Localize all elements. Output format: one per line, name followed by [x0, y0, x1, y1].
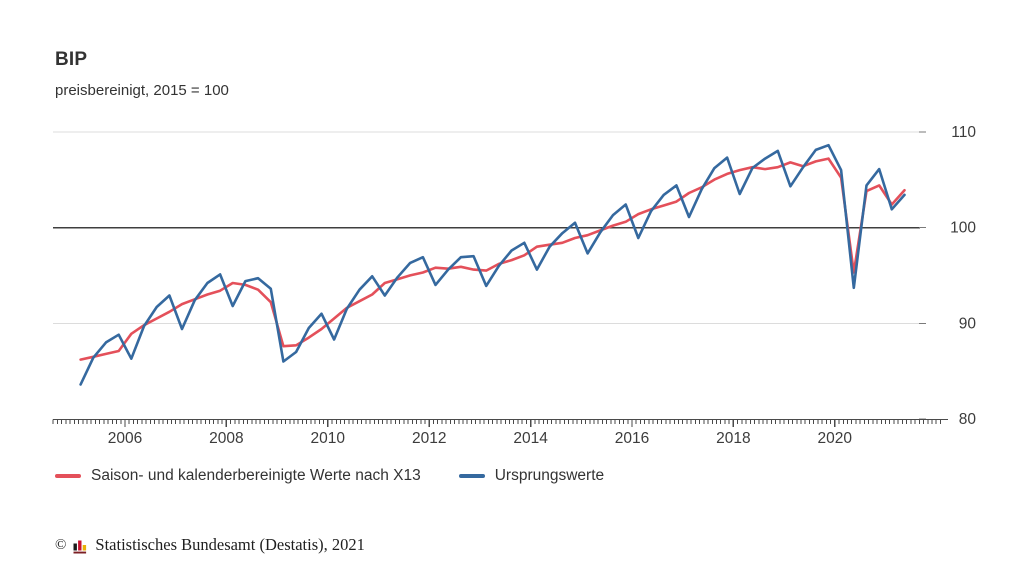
page-title: BIP: [55, 49, 88, 70]
legend-item-original[interactable]: Ursprungswerte: [458, 467, 605, 485]
source-footer: © Statistisches Bundesamt (Destatis), 20…: [55, 535, 365, 555]
legend-label-adjusted: Saison- und kalenderbereinigte Werte nac…: [91, 467, 421, 484]
x-tick-label-2020: 2020: [818, 430, 853, 447]
x-tick-label-2016: 2016: [615, 430, 649, 447]
legend-item-adjusted[interactable]: Saison- und kalenderbereinigte Werte nac…: [55, 467, 421, 485]
y-tick-label-100: 100: [950, 220, 976, 237]
x-tick-label-2018: 2018: [716, 430, 750, 447]
x-tick-label-2008: 2008: [209, 430, 243, 447]
legend-swatch-blue: [458, 474, 485, 478]
x-tick-label-2012: 2012: [412, 430, 446, 447]
legend-swatch-red: [55, 474, 81, 478]
series-line-original: [79, 143, 906, 386]
chart-subtitle: preisbereinigt, 2015 = 100: [55, 82, 229, 99]
destatis-logo-icon: [73, 540, 87, 554]
series-line-adjusted: [79, 157, 906, 361]
y-tick-label-110: 110: [951, 124, 976, 141]
x-tick-label-2014: 2014: [513, 430, 548, 447]
legend-label-original: Ursprungswerte: [494, 467, 605, 484]
y-tick-label-80: 80: [959, 411, 977, 428]
copyright-symbol: ©: [55, 536, 67, 553]
x-tick-label-2006: 2006: [108, 430, 142, 447]
y-tick-label-90: 90: [959, 315, 977, 332]
chart-legend: Saison- und kalenderbereinigte Werte nac…: [55, 467, 604, 485]
x-tick-label-2010: 2010: [311, 430, 346, 447]
source-text: Statistisches Bundesamt (Destatis), 2021: [95, 535, 365, 554]
